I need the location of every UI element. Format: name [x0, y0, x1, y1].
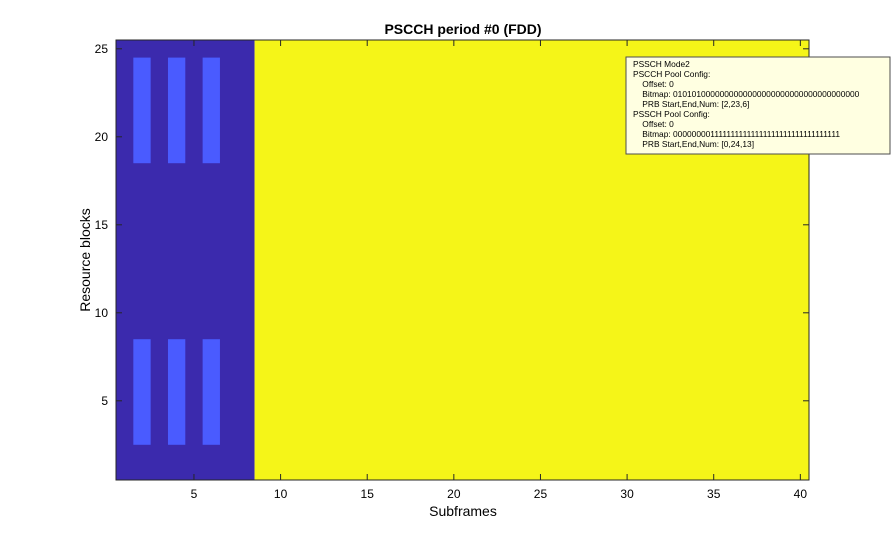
annotation-box — [625, 56, 891, 155]
y-tick-label: 20 — [95, 130, 109, 144]
y-axis-label: Resource blocks — [77, 208, 93, 312]
annotation-line: PRB Start,End,Num: [0,24,13] — [633, 139, 754, 149]
annotation-line: Bitmap: 00000000111111111111111111111111… — [633, 129, 840, 139]
x-tick-label: 5 — [191, 487, 198, 501]
y-tick-label: 15 — [95, 218, 109, 232]
pscch-block — [167, 339, 186, 445]
x-tick-label: 40 — [794, 487, 808, 501]
annotation-line: Offset: 0 — [633, 119, 674, 129]
annotation-line: Bitmap: 01010100000000000000000000000000… — [633, 89, 860, 99]
annotation-line: PRB Start,End,Num: [2,23,6] — [633, 99, 749, 109]
pscch-block — [167, 57, 186, 164]
pscch-block — [133, 57, 151, 164]
x-axis-label: Subframes — [429, 503, 497, 519]
x-tick-label: 15 — [361, 487, 375, 501]
chart-title: PSCCH period #0 (FDD) — [384, 21, 541, 37]
y-tick-label: 10 — [95, 306, 109, 320]
x-tick-label: 35 — [707, 487, 721, 501]
y-axis: 5 10 15 20 25 — [95, 42, 809, 408]
pscch-block — [202, 339, 220, 445]
annotation-line: PSSCH Mode2 — [633, 59, 690, 69]
x-tick-label: 20 — [447, 487, 461, 501]
axes-box — [115, 39, 810, 481]
pscch-block — [133, 339, 151, 445]
x-tick-label: 25 — [534, 487, 548, 501]
annotation-line: PSSCH Pool Config: — [633, 109, 710, 119]
x-tick-label: 30 — [620, 487, 634, 501]
x-axis: 5 10 15 20 25 30 35 40 — [191, 40, 808, 501]
y-tick-label: 5 — [101, 394, 108, 408]
annotation-line: PSCCH Pool Config: — [633, 69, 710, 79]
pscch-block — [202, 57, 220, 164]
y-tick-label: 25 — [95, 42, 109, 56]
x-tick-label: 10 — [274, 487, 288, 501]
annotation-line: Offset: 0 — [633, 79, 674, 89]
